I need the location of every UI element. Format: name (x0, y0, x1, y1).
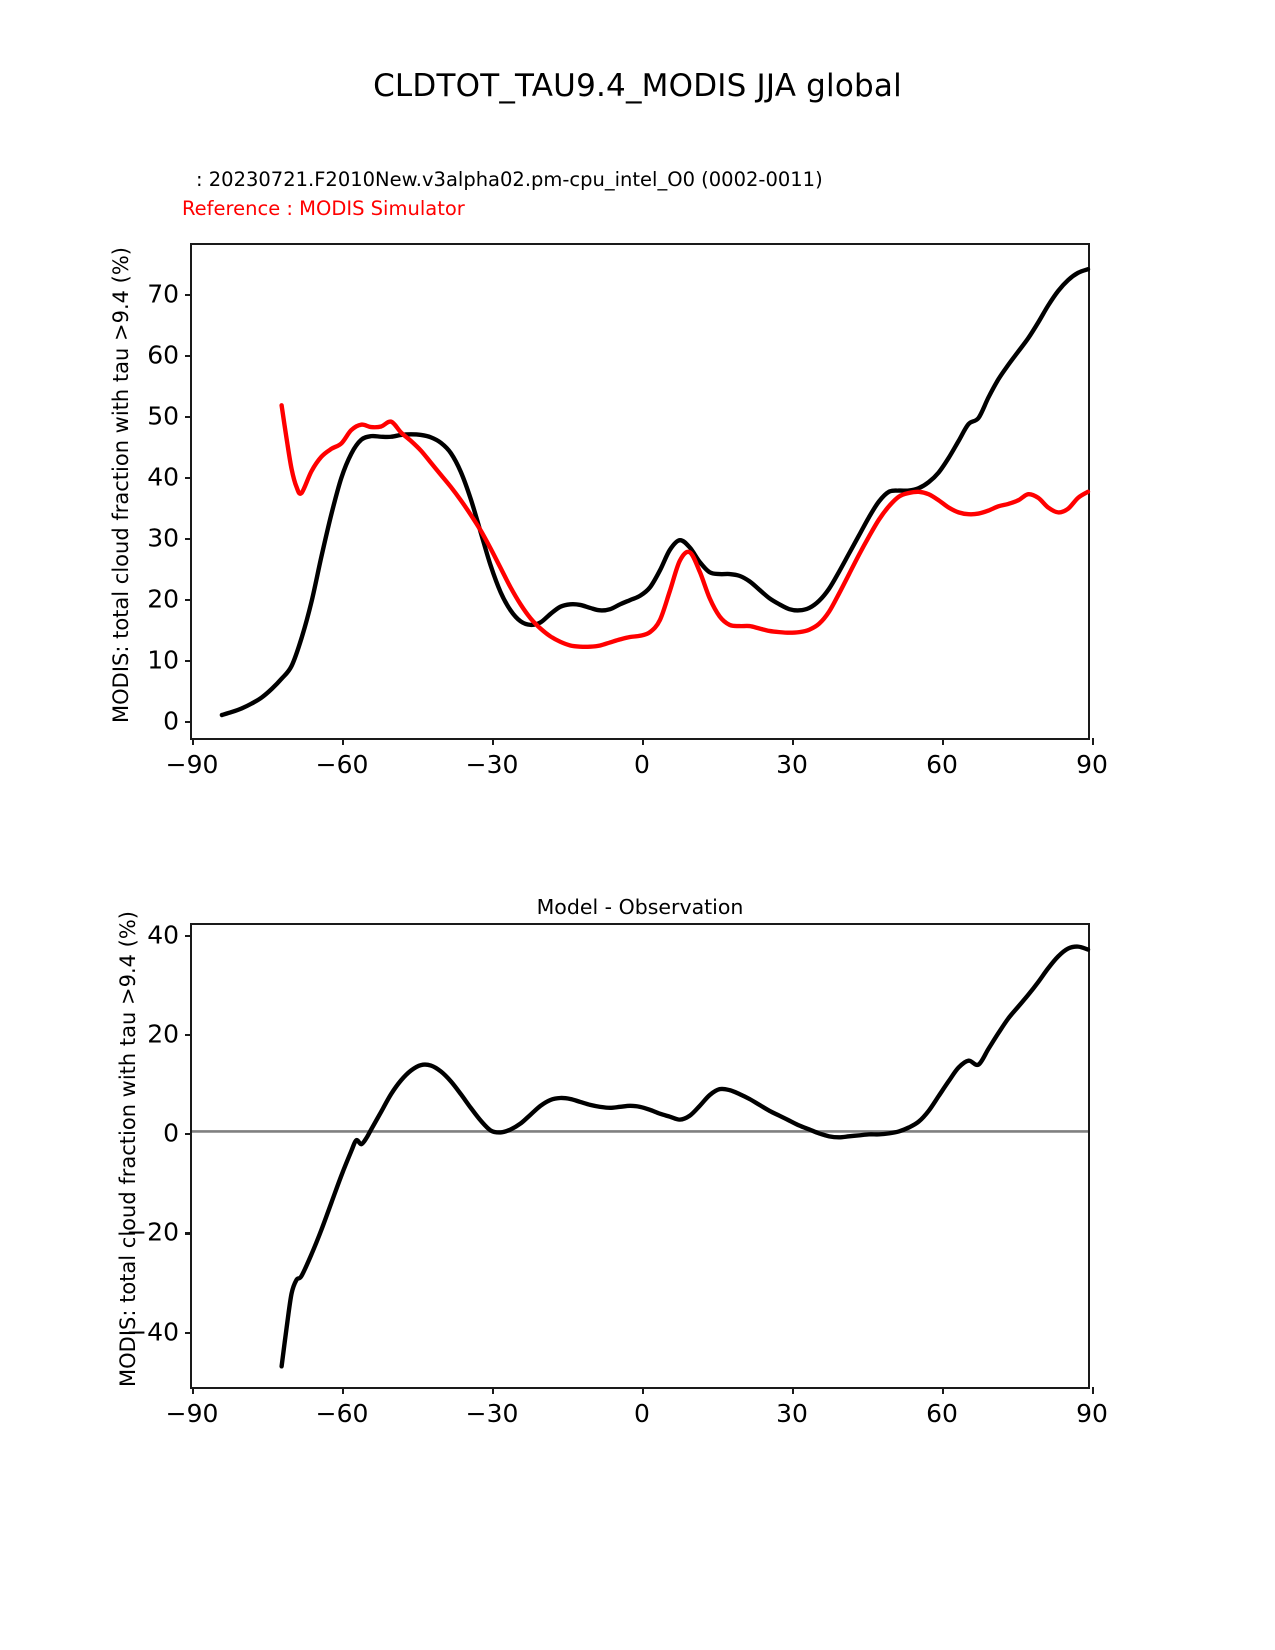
y-tick-mark (185, 1133, 192, 1136)
diff-plot-lines (192, 944, 1091, 1369)
x-tick-mark (342, 1387, 345, 1394)
top-plot-y-axis-label: MODIS: total cloud fraction with tau >9.… (109, 247, 133, 723)
page-title: CLDTOT_TAU9.4_MODIS JJA global (373, 68, 902, 104)
diff-plot-axes: MODIS: total cloud fraction with tau >9.… (116, 911, 1108, 1426)
x-tick-label: −90 (165, 750, 219, 779)
x-tick-label: 0 (634, 1399, 650, 1428)
top-plot-axes: MODIS: total cloud fraction with tau >9.… (109, 243, 1108, 777)
y-tick-label: 40 (147, 920, 179, 950)
x-tick-mark (642, 738, 645, 745)
x-tick-mark (792, 738, 795, 745)
legend-label-model: : 20230721.F2010New.v3alpha02.pm-cpu_int… (196, 168, 823, 191)
data-series-line (279, 403, 1091, 649)
x-tick-label: 90 (1076, 1399, 1108, 1428)
x-tick-mark (1092, 1387, 1095, 1394)
y-tick-label: −40 (126, 1317, 179, 1346)
y-tick-label: −20 (126, 1217, 179, 1247)
y-tick-mark (185, 934, 192, 938)
diff-plot-title: Model - Observation (536, 895, 744, 919)
y-tick-label: 20 (147, 584, 179, 614)
x-tick-label: −90 (165, 1399, 219, 1428)
x-tick-label: −30 (465, 1399, 519, 1428)
x-tick-label: 0 (634, 750, 650, 779)
y-tick-mark (185, 1232, 192, 1235)
top-plot-lines (219, 267, 1091, 718)
y-tick-label: 0 (163, 1118, 179, 1148)
data-series-line (219, 267, 1091, 718)
y-tick-label: 20 (147, 1019, 179, 1049)
x-tick-label: −60 (315, 1399, 369, 1428)
data-series-line (279, 944, 1091, 1369)
y-tick-mark (185, 1331, 192, 1334)
x-tick-mark (192, 738, 195, 745)
y-tick-mark (185, 659, 192, 662)
y-tick-mark (185, 720, 192, 723)
x-tick-mark (492, 738, 495, 745)
x-tick-mark (342, 738, 345, 745)
y-tick-mark (185, 354, 192, 357)
x-tick-label: 30 (776, 750, 808, 779)
x-tick-label: 60 (926, 1399, 958, 1428)
y-tick-mark (185, 537, 192, 540)
x-tick-label: −60 (315, 750, 369, 779)
x-tick-mark (642, 1387, 645, 1394)
x-tick-mark (942, 738, 945, 745)
y-tick-label: 60 (147, 340, 179, 370)
x-tick-label: 90 (1076, 750, 1108, 779)
y-tick-mark (185, 598, 192, 601)
x-tick-mark (792, 1387, 795, 1394)
y-tick-label: 0 (163, 706, 179, 736)
y-tick-mark (185, 293, 192, 296)
legend-label-reference: Reference : MODIS Simulator (182, 197, 465, 220)
y-tick-label: 50 (147, 401, 179, 431)
y-tick-mark (185, 476, 192, 479)
x-tick-label: 30 (776, 1399, 808, 1428)
x-tick-mark (192, 1387, 195, 1394)
x-tick-label: −30 (465, 750, 519, 779)
y-tick-mark (185, 1034, 192, 1037)
y-tick-label: 40 (147, 462, 179, 492)
y-tick-label: 70 (147, 279, 179, 309)
x-tick-label: 60 (926, 750, 958, 779)
x-tick-mark (492, 1387, 495, 1394)
y-tick-label: 10 (147, 645, 179, 675)
y-tick-label: 30 (147, 523, 179, 553)
x-tick-mark (942, 1387, 945, 1394)
y-tick-mark (185, 415, 192, 418)
x-tick-mark (1092, 738, 1095, 745)
